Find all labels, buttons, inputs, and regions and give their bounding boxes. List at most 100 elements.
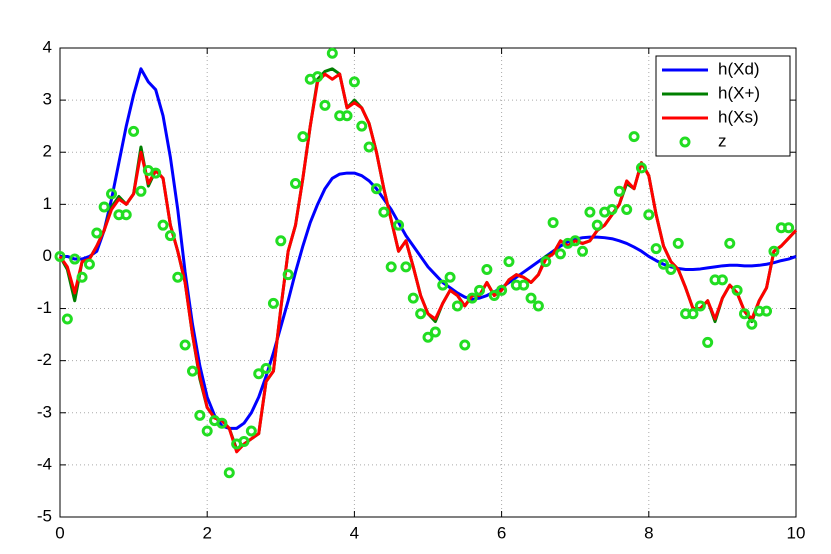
scatter-point [768, 245, 780, 257]
y-tick-label: 2 [43, 142, 52, 161]
scatter-point [606, 204, 618, 216]
x-tick-label: 2 [202, 523, 211, 542]
scatter-point [724, 237, 736, 249]
x-tick-label: 8 [644, 523, 653, 542]
scatter-point [83, 258, 95, 270]
scatter-point [91, 227, 103, 239]
scatter-point [628, 131, 640, 143]
legend-box [655, 55, 791, 157]
scatter-point [54, 250, 66, 262]
scatter-point [260, 362, 272, 374]
scatter-point [312, 71, 324, 83]
scatter-point [694, 300, 706, 312]
scatter-point [643, 209, 655, 221]
scatter-point [554, 248, 566, 260]
x-tick-label: 6 [497, 523, 506, 542]
scatter-point [687, 308, 699, 320]
scatter-point [459, 339, 471, 351]
scatter-point [348, 76, 360, 88]
scatter-point [444, 271, 456, 283]
scatter-point [746, 318, 758, 330]
x-tick-label: 0 [55, 523, 64, 542]
scatter-point [275, 235, 287, 247]
scatter-point [429, 326, 441, 338]
x-tick-label: 10 [787, 523, 806, 542]
scatter-point [525, 292, 537, 304]
y-tick-label: 0 [43, 246, 52, 265]
scatter-point [702, 336, 714, 348]
scatter-point [488, 290, 500, 302]
scatter-point [128, 125, 140, 137]
scatter-point [783, 222, 795, 234]
scatter-point [731, 284, 743, 296]
scatter-point [481, 263, 493, 275]
y-tick-label: -1 [37, 298, 52, 317]
scatter-point [76, 271, 88, 283]
scatter-point [164, 230, 176, 242]
scatter-point [201, 425, 213, 437]
scatter-point [407, 292, 419, 304]
scatter-point [363, 141, 375, 153]
scatter-point [194, 409, 206, 421]
scatter-point [650, 243, 662, 255]
scatter-point [532, 300, 544, 312]
scatter-point [591, 219, 603, 231]
scatter-point [150, 167, 162, 179]
legend: h(Xd) h(X+) h(Xs) z [655, 55, 791, 157]
scatter-point [186, 365, 198, 377]
scatter-point [120, 209, 132, 221]
y-tick-label: 4 [43, 37, 52, 56]
scatter-point [621, 204, 633, 216]
scatter-point [665, 263, 677, 275]
scatter-point [297, 131, 309, 143]
scatter-point [518, 279, 530, 291]
scatter-point [172, 271, 184, 283]
scatter-point [179, 339, 191, 351]
scatter-point [223, 467, 235, 479]
scatter-point [393, 219, 405, 231]
axes-box [59, 47, 797, 518]
scatter-point [319, 99, 331, 111]
line-series [58, 72, 798, 454]
legend-label: h(X+) [718, 83, 760, 102]
y-tick-label: -5 [37, 506, 52, 525]
scatter-point [451, 300, 463, 312]
scatter-point [415, 308, 427, 320]
scatter-point [385, 261, 397, 273]
scatter-point [761, 305, 773, 317]
legend-swatch [679, 136, 691, 148]
y-tick-label: -2 [37, 350, 52, 369]
legend-label: h(Xd) [718, 59, 760, 78]
scatter-point [496, 284, 508, 296]
scatter-point [61, 313, 73, 325]
scatter-point [569, 235, 581, 247]
scatter-point [635, 162, 647, 174]
scatter-point [474, 284, 486, 296]
y-tick-label: -4 [37, 454, 52, 473]
legend-label: h(Xs) [718, 107, 759, 126]
scatter-point [738, 308, 750, 320]
y-tick-label: 1 [43, 194, 52, 213]
scatter-point [135, 185, 147, 197]
scatter-point [282, 269, 294, 281]
scatter-point [422, 331, 434, 343]
scatter-point [69, 253, 81, 265]
scatter-point [658, 258, 670, 270]
scatter-point [672, 237, 684, 249]
scatter-point [253, 368, 265, 380]
scatter-point [716, 274, 728, 286]
scatter-point [540, 256, 552, 268]
scatter-point [547, 217, 559, 229]
scatter-point [503, 256, 515, 268]
scatter-point [238, 435, 250, 447]
x-tick-label: 4 [350, 523, 359, 542]
scatter-point [370, 183, 382, 195]
scatter-point [245, 425, 257, 437]
scatter-point [216, 417, 228, 429]
scatter-point [400, 261, 412, 273]
scatter-point [157, 219, 169, 231]
scatter-point [341, 110, 353, 122]
y-tick-label: -3 [37, 402, 52, 421]
scatter-point [466, 292, 478, 304]
